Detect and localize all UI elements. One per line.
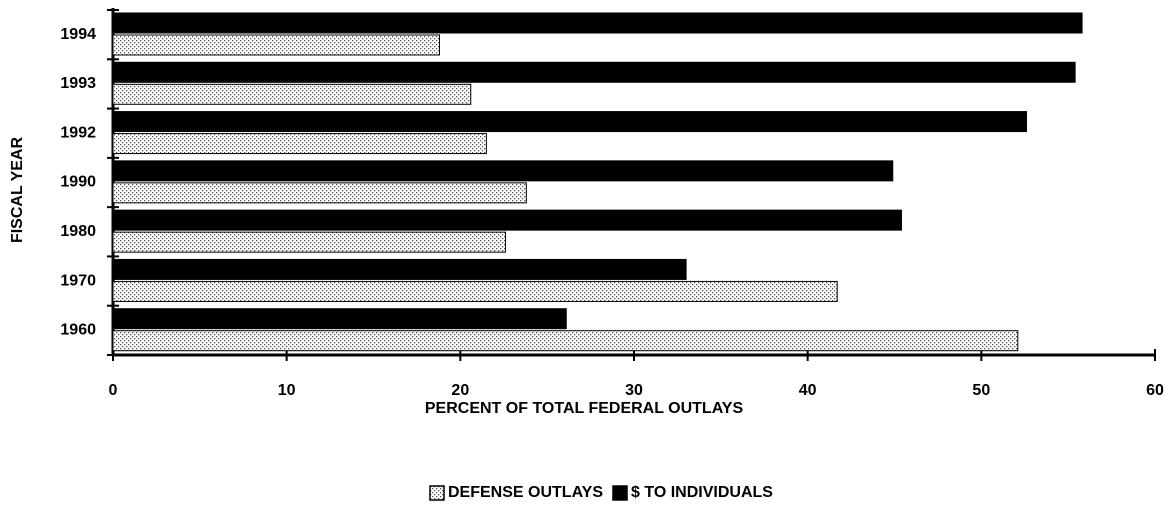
y-tick-label: 1970	[60, 272, 96, 289]
bar	[112, 160, 894, 182]
y-tick-label: 1993	[60, 75, 96, 92]
bar	[112, 308, 567, 330]
x-tick-label: 50	[972, 382, 990, 399]
x-tick-label: 60	[1146, 382, 1164, 399]
legend-label: DEFENSE OUTLAYS	[448, 484, 603, 501]
legend-label: $ TO INDIVIDUALS	[631, 484, 773, 501]
legend-swatch	[429, 485, 445, 501]
y-tick-label: 1960	[60, 322, 96, 339]
x-tick-label: 0	[109, 382, 118, 399]
bar	[112, 231, 506, 253]
bar	[112, 61, 1076, 83]
x-tick-label: 30	[625, 382, 643, 399]
y-axis-label: FISCAL YEAR	[9, 137, 26, 244]
bar	[112, 12, 1083, 34]
bar	[112, 330, 1019, 352]
legend-swatch	[612, 485, 628, 501]
bar	[112, 111, 1027, 133]
bar	[112, 209, 902, 231]
x-tick-label: 20	[451, 382, 469, 399]
y-tick-label: 1980	[60, 223, 96, 240]
y-tick-label: 1992	[60, 124, 96, 141]
bar	[112, 280, 838, 302]
bar	[112, 83, 472, 105]
bar	[112, 133, 487, 155]
y-tick-label: 1990	[60, 174, 96, 191]
x-axis-label: PERCENT OF TOTAL FEDERAL OUTLAYS	[425, 400, 744, 417]
x-tick-label: 10	[278, 382, 296, 399]
bar	[112, 34, 440, 56]
bar	[112, 258, 687, 280]
y-tick-label: 1994	[60, 26, 96, 43]
x-tick-label: 40	[799, 382, 817, 399]
bar	[112, 182, 527, 204]
